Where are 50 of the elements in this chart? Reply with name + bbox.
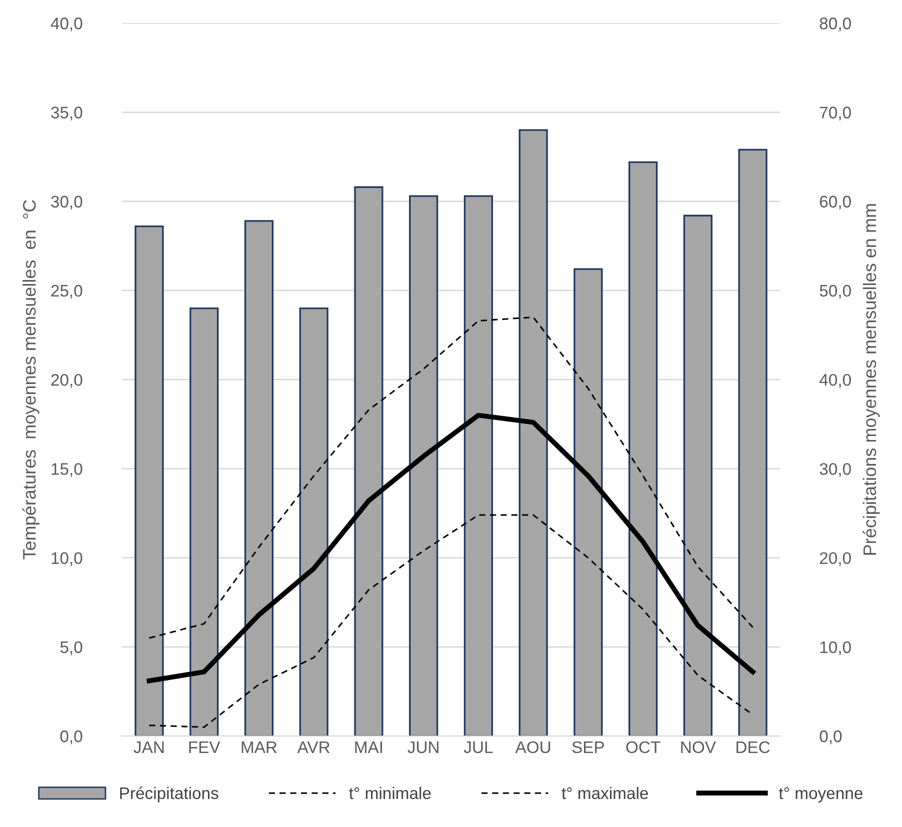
y2-axis-title: Précipitations moyennes mensuelles en mm xyxy=(862,204,880,555)
bar xyxy=(409,195,438,736)
legend-label: t° moyenne xyxy=(778,787,862,802)
x-tick-label: JUL xyxy=(464,742,493,754)
y-tick-label: 40,0 xyxy=(50,18,82,32)
y2-tick-label: 80,0 xyxy=(820,18,851,32)
bar xyxy=(299,307,328,736)
x-tick-label: AVR xyxy=(297,742,330,753)
y2-tick-label: 70,0 xyxy=(820,106,851,120)
y2-tick-label: 0,0 xyxy=(820,730,842,744)
y-tick-label: 30,0 xyxy=(51,196,82,210)
line-series xyxy=(146,412,756,684)
y2-tick-label: 10,0 xyxy=(820,641,851,656)
bar xyxy=(683,214,712,736)
x-tick-label: NOV xyxy=(681,741,716,754)
bar xyxy=(134,225,164,736)
y-axis-title: Températures moyennes mensuelles en °C xyxy=(22,200,40,560)
x-tick-label: DEC xyxy=(736,741,770,754)
legend-label: t° maximale xyxy=(562,786,648,800)
legend-label: t° minimale xyxy=(349,786,431,800)
y-tick-label: 0,0 xyxy=(60,730,82,744)
y-tick-label: 15,0 xyxy=(52,463,82,477)
bar xyxy=(464,195,493,736)
x-tick-label: FEV xyxy=(189,742,220,753)
x-tick-label: MAR xyxy=(242,742,277,753)
bar xyxy=(190,307,219,736)
y-tick-label: 20,0 xyxy=(51,374,82,388)
bar xyxy=(354,186,384,736)
x-tick-label: OCT xyxy=(626,741,660,754)
y2-tick-label: 30,0 xyxy=(820,463,851,477)
y-tick-label: 5,0 xyxy=(60,641,82,656)
y2-tick-label: 20,0 xyxy=(820,552,851,566)
bar xyxy=(244,220,274,736)
bar xyxy=(574,268,603,736)
x-tick-label: AOU xyxy=(515,741,550,754)
y-tick-label: 10,0 xyxy=(52,552,82,566)
legend-label: Précipitations xyxy=(120,786,218,802)
x-tick-label: JUN xyxy=(408,742,438,754)
y-tick-label: 35,0 xyxy=(51,106,82,120)
y-tick-label: 25,0 xyxy=(51,284,82,299)
bar xyxy=(738,148,768,736)
x-tick-label: SEP xyxy=(572,741,604,754)
y2-tick-label: 60,0 xyxy=(820,196,851,210)
bar xyxy=(518,129,548,736)
y2-tick-label: 50,0 xyxy=(820,284,851,299)
bar xyxy=(628,161,658,736)
x-tick-label: MAI xyxy=(355,742,382,753)
x-tick-label: JAN xyxy=(134,742,164,754)
y2-tick-label: 40,0 xyxy=(820,374,851,388)
line-series xyxy=(148,316,754,639)
